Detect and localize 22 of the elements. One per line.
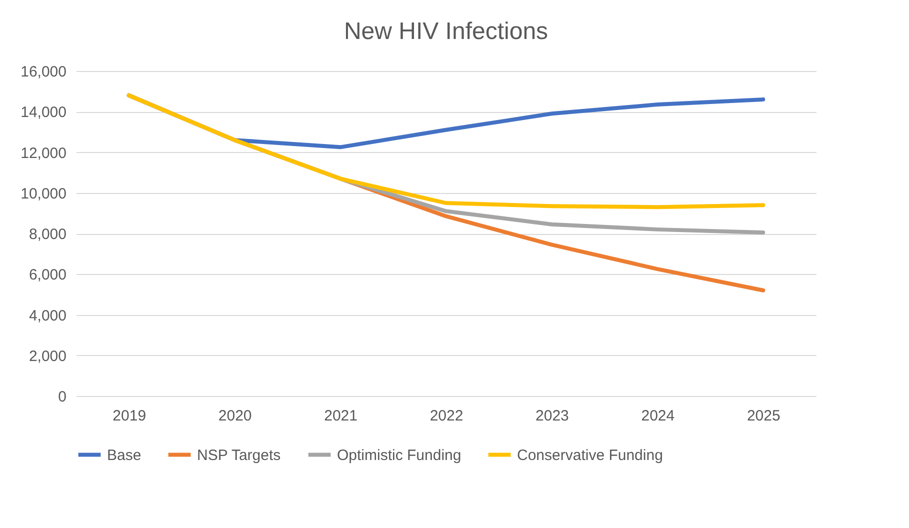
x-tick-label: 2019 bbox=[112, 408, 146, 424]
y-tick-label: 2,000 bbox=[28, 348, 66, 365]
legend-label: Conservative Funding bbox=[517, 446, 663, 464]
x-tick-label: 2025 bbox=[746, 408, 780, 424]
y-tick-label: 16,000 bbox=[20, 64, 66, 80]
y-tick-label: 8,000 bbox=[28, 226, 66, 243]
y-tick-label: 12,000 bbox=[20, 144, 66, 162]
y-tick-label: 10,000 bbox=[20, 185, 66, 202]
legend-label: Base bbox=[107, 446, 142, 464]
y-tick-label: 14,000 bbox=[20, 104, 66, 122]
line-series bbox=[126, 93, 766, 210]
legend-label: NSP Targets bbox=[197, 446, 281, 464]
legend-label: Optimistic Funding bbox=[337, 446, 462, 464]
chart-title: New HIV Infections bbox=[344, 18, 548, 45]
x-tick-label: 2021 bbox=[324, 408, 358, 424]
x-tick-label: 2024 bbox=[641, 408, 675, 424]
x-tick-label: 2020 bbox=[218, 408, 252, 424]
y-tick-label: 6,000 bbox=[28, 266, 66, 284]
y-tick-label: 0 bbox=[58, 388, 66, 406]
x-tick-label: 2023 bbox=[536, 408, 569, 424]
y-tick-label: 4,000 bbox=[28, 307, 66, 324]
x-tick-label: 2022 bbox=[430, 408, 464, 424]
